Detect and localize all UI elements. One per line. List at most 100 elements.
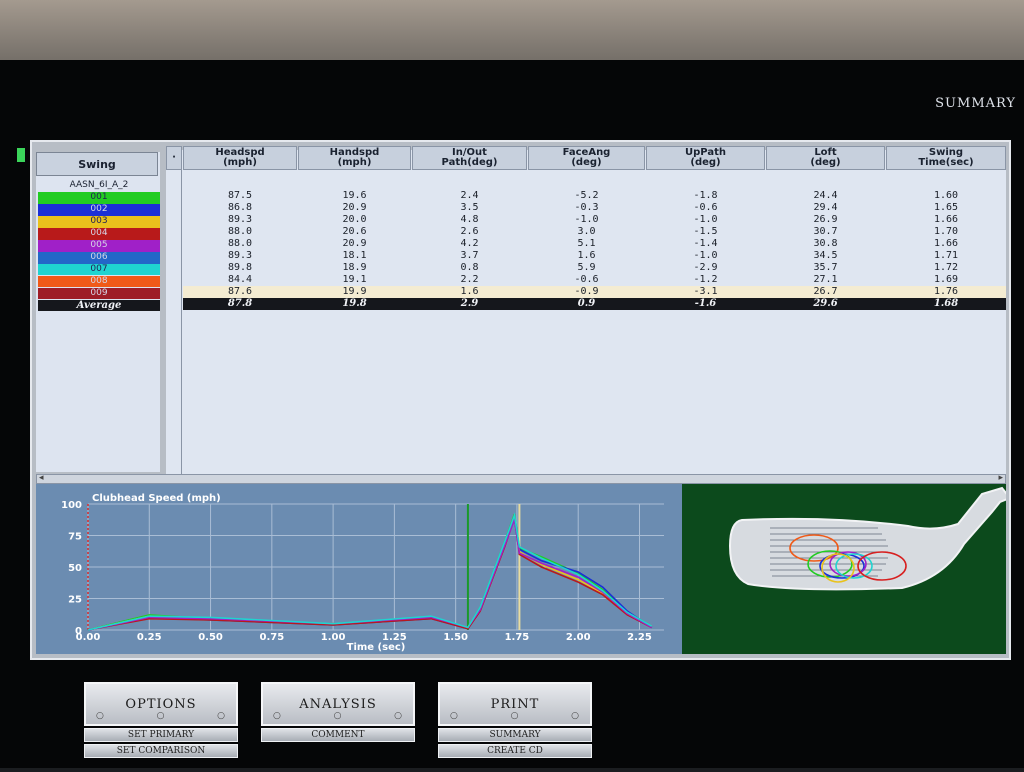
table-cell: 1.6: [460, 285, 479, 297]
swing-item[interactable]: 003: [38, 215, 160, 228]
column-header[interactable]: UpPath (deg): [646, 146, 765, 170]
button-group: PRINT ○ ○ ○ SUMMARY CREATE CD: [438, 682, 592, 772]
series-line: [87, 513, 653, 631]
column-header[interactable]: In/Out Path(deg): [412, 146, 527, 170]
table-row[interactable]: 88.0 20.9 4.2 5.1 -1.4 30.8 1.66: [183, 238, 1006, 250]
scroll-left-icon[interactable]: ◂: [39, 473, 44, 483]
table-cell: 5.9: [577, 261, 596, 273]
table-cell: 30.8: [813, 237, 838, 249]
table-cell: 1.76: [933, 285, 959, 297]
average-cell: 2.9: [460, 297, 479, 309]
analysis-button[interactable]: ANALYSIS ○ ○ ○: [261, 682, 415, 726]
table-row[interactable]: 89.3 20.0 4.8 -1.0 -1.0 26.9 1.66: [183, 214, 1006, 226]
x-tick-label: 1.75: [505, 632, 530, 643]
table-row[interactable]: 87.6 19.9 1.6 -0.9 -3.1 26.7 1.76: [183, 285, 1006, 298]
screen-title: SUMMARY: [935, 96, 1016, 111]
table-row[interactable]: 88.0 20.6 2.6 3.0 -1.5 30.7 1.70: [183, 226, 1006, 238]
button-group: OPTIONS ○ ○ ○ SET PRIMARY SET COMPARISON: [84, 682, 238, 772]
table-cell: -5.2: [574, 190, 599, 201]
sub-button[interactable]: CREATE CD: [438, 744, 592, 758]
sub-button[interactable]: COMMENT: [261, 728, 415, 742]
column-header[interactable]: Swing Time(sec): [886, 146, 1006, 170]
table-cell: 1.60: [933, 190, 959, 201]
y-tick-label: 75: [68, 532, 82, 543]
status-indicator: [17, 148, 25, 162]
y-tick-label: 50: [68, 563, 82, 574]
column-header-line2: (deg): [810, 157, 841, 168]
table-cell: 3.5: [460, 201, 479, 213]
button-label: PRINT: [490, 696, 540, 712]
table-cell: 26.9: [813, 213, 838, 225]
sub-button[interactable]: SUMMARY: [438, 728, 592, 742]
table-cell: 3.0: [577, 225, 596, 237]
table-cell: 19.1: [342, 273, 367, 285]
swing-item[interactable]: 005: [38, 239, 160, 252]
print-button[interactable]: PRINT ○ ○ ○: [438, 682, 592, 726]
table-row[interactable]: 86.8 20.9 3.5 -0.3 -0.6 29.4 1.65: [183, 202, 1006, 214]
x-tick-label: 0.25: [137, 632, 162, 643]
swing-item[interactable]: 002: [38, 203, 160, 216]
column-header-line2: Path(deg): [441, 157, 498, 168]
table-row[interactable]: 89.3 18.1 3.7 1.6 -1.0 34.5 1.71: [183, 250, 1006, 262]
table-cell: 84.4: [227, 273, 253, 285]
table-cell: 18.9: [342, 261, 367, 273]
scroll-right-icon[interactable]: ▸: [998, 473, 1003, 483]
column-header[interactable]: Handspd (mph): [298, 146, 411, 170]
table-cell: 0.8: [460, 261, 479, 273]
table-cell: -0.6: [574, 273, 599, 285]
column-header-line2: (mph): [223, 157, 257, 168]
average-cell: 19.8: [342, 297, 367, 309]
table-cell: -0.6: [693, 201, 718, 213]
x-tick-label: 0.00: [76, 632, 101, 643]
table-cell: 1.66: [933, 237, 959, 249]
average-cell: -1.6: [694, 297, 717, 309]
table-cell: -1.8: [693, 190, 718, 201]
swing-item[interactable]: 008: [38, 275, 160, 288]
table-cell: 1.72: [933, 261, 959, 273]
sub-button[interactable]: SET PRIMARY: [84, 728, 238, 742]
table-cell: -1.5: [693, 225, 718, 237]
chart-svg: 0 25 50 75 100 0.00 0.25 0.50 0.75 1.00 1.25 1.50 1.…: [61, 493, 664, 653]
table-cell: 87.5: [227, 190, 253, 201]
average-cell: 29.6: [813, 297, 838, 309]
column-header[interactable]: FaceAng (deg): [528, 146, 645, 170]
swing-item[interactable]: 006: [38, 251, 160, 264]
table-cell: 2.2: [460, 273, 479, 285]
swing-list: AASN_6I_A_2 001 002 003 004 005 006 007 008 009 A…: [38, 180, 160, 312]
table-cell: -1.0: [574, 213, 599, 225]
session-label: AASN_6I_A_2: [69, 180, 129, 190]
table-cell: 89.3: [227, 213, 253, 225]
y-tick-label: 0: [75, 626, 82, 637]
swing-item[interactable]: 007: [38, 263, 160, 276]
table-cell: 19.9: [342, 285, 367, 297]
table-cell: 19.6: [342, 190, 367, 201]
column-header-line1: Headspd: [215, 147, 265, 158]
table-cell: 1.69: [933, 273, 959, 285]
column-header[interactable]: Loft (deg): [766, 146, 885, 170]
table-cell: 20.0: [342, 213, 367, 225]
x-tick-label: 1.50: [443, 632, 468, 643]
table-row[interactable]: 87.5 19.6 2.4 -5.2 -1.8 24.4 1.60: [183, 190, 1006, 202]
column-header-line1: FaceAng: [562, 147, 611, 158]
table-row[interactable]: 89.8 18.9 0.8 5.9 -2.9 35.7 1.72: [183, 262, 1006, 274]
button-label: ANALYSIS: [299, 696, 377, 712]
column-header-line1: Swing: [928, 147, 964, 158]
x-tick-label: 1.00: [321, 632, 346, 643]
table-cell: 35.7: [813, 261, 838, 273]
table-cell: 34.5: [813, 249, 838, 261]
table-cell: 89.8: [227, 261, 253, 273]
column-header-line1: UpPath: [685, 147, 726, 158]
swing-item[interactable]: 004: [38, 227, 160, 240]
horizontal-scrollbar[interactable]: ◂ ▸: [36, 473, 1006, 484]
x-tick-label: 0.50: [198, 632, 223, 643]
table-row[interactable]: 84.4 19.1 2.2 -0.6 -1.2 27.1 1.69: [183, 274, 1006, 286]
average-row: 87.8 19.8 2.9 0.9 -1.6 29.6 1.68: [183, 297, 1006, 310]
clubhead-speed-chart: 0 25 50 75 100 0.00 0.25 0.50 0.75 1.00 1.25 1.50 1.…: [36, 484, 682, 654]
options-button[interactable]: OPTIONS ○ ○ ○: [84, 682, 238, 726]
column-header-line1: Handspd: [329, 147, 380, 158]
sub-button[interactable]: SET COMPARISON: [84, 744, 238, 758]
table-cell: 26.7: [813, 285, 838, 297]
column-header[interactable]: Headspd (mph): [183, 146, 297, 170]
swing-item[interactable]: 001: [38, 191, 160, 204]
swing-item[interactable]: 009: [38, 287, 160, 300]
